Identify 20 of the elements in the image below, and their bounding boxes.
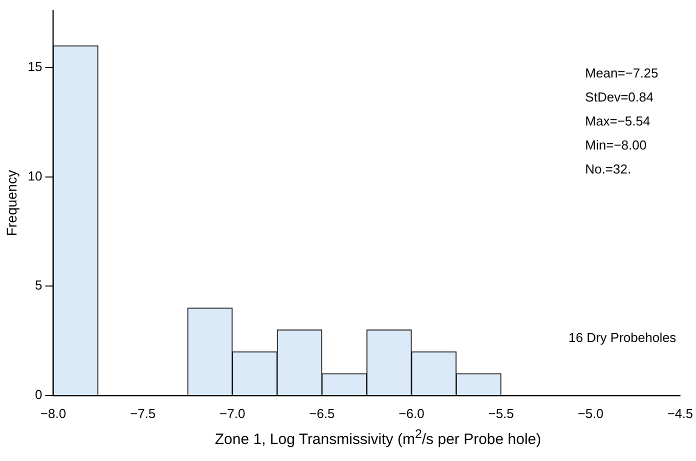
- y-tick-label: 15: [28, 59, 42, 74]
- x-tick-label: −6.5: [309, 406, 335, 421]
- x-axis-title: Zone 1, Log Transmissivity (m$^{2}$/s per Probe hole): [214, 427, 542, 448]
- x-tick-label: −4.5: [667, 406, 694, 421]
- x-tick-label: −8.0: [40, 406, 66, 421]
- annotation: Max=−5.54: [585, 113, 650, 128]
- y-tick-label: 5: [35, 278, 42, 293]
- x-tick-label: −5.5: [488, 406, 514, 421]
- annotation: Min=−8.00: [585, 137, 647, 152]
- annotation: 16 Dry Probeholes: [568, 330, 677, 346]
- y-tick-label: 0: [35, 386, 42, 402]
- x-tick-label: −6.0: [398, 406, 424, 421]
- y-tick-label: 10: [28, 168, 42, 184]
- annotation: StDev=0.84: [585, 89, 654, 104]
- y-axis-title: Frequency: [3, 170, 20, 236]
- annotation: Mean=−7.25: [585, 65, 658, 80]
- annotation: No.=32.: [585, 161, 632, 176]
- x-tick-label: −7.0: [220, 406, 246, 421]
- x-tick-label: −5.0: [578, 406, 604, 421]
- x-tick-label: −7.5: [130, 406, 156, 421]
